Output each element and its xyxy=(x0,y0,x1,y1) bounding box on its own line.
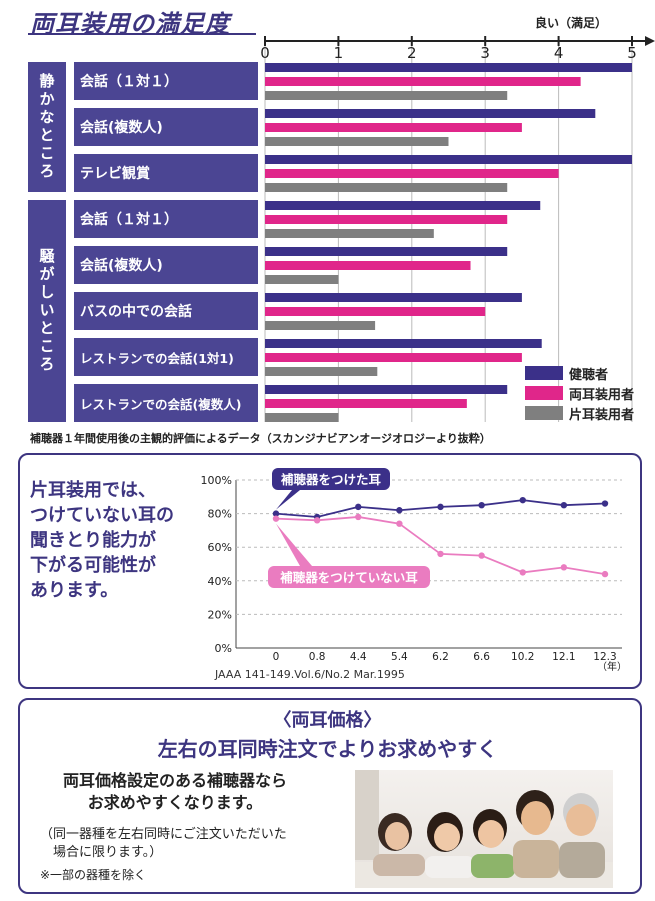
bar-monaural xyxy=(265,137,449,146)
message-line: あります。 xyxy=(30,580,119,601)
family-photo xyxy=(355,770,613,888)
category-label: 会話（１対１） xyxy=(74,200,258,238)
monaural-panel xyxy=(18,453,642,689)
bar-normal xyxy=(265,247,508,256)
line-chart-citation: JAAA 141-149.Vol.6/No.2 Mar.1995 xyxy=(215,668,405,681)
price-subheading: 左右の耳同時注文でよりお求めやすく xyxy=(157,737,498,761)
monaural-message: 片耳装用では、 つけていない耳の 聞きとり能力が 下がる可能性が あります。 xyxy=(30,478,174,603)
satisfaction-bar-chart: 0 1 2 3 4 5 xyxy=(260,36,655,422)
bar-monaural xyxy=(265,229,434,238)
legend-swatch xyxy=(525,386,563,400)
bar-normal xyxy=(265,63,632,72)
bar-binaural xyxy=(265,261,471,270)
bar-binaural xyxy=(265,77,581,86)
legend-label: 健聴者 xyxy=(569,367,609,383)
category-label: 会話（１対１） xyxy=(74,62,258,100)
bar-monaural xyxy=(265,367,378,376)
price-exception-note: ※一部の器種を除く xyxy=(40,868,147,882)
message-line: 下がる可能性が xyxy=(30,555,156,576)
x-tick-label: 3 xyxy=(480,44,490,62)
bar-monaural xyxy=(265,275,339,284)
legend-label: 両耳装用者 xyxy=(569,387,635,403)
bar-binaural xyxy=(265,169,559,178)
legend-item-normal: 健聴者 xyxy=(525,363,634,383)
person-grandfather xyxy=(559,793,605,878)
bar-monaural xyxy=(265,413,339,422)
bar-chart-source: 補聴器１年間使用後の主観的評価によるデータ（スカンジナビアンオージオロジーより抜… xyxy=(30,432,491,445)
bar-binaural xyxy=(265,353,522,362)
legend-label: 片耳装用者 xyxy=(569,407,635,423)
x-tick-label: 2 xyxy=(407,44,417,62)
message-line: 聞きとり能力が xyxy=(30,530,156,551)
bar-monaural xyxy=(265,183,508,192)
bar-normal xyxy=(265,201,541,210)
price-body: 両耳価格設定のある補聴器なら お求めやすくなります。 xyxy=(40,770,310,814)
price-note-line: 場合に限ります。） xyxy=(40,845,163,860)
legend-item-binaural: 両耳装用者 xyxy=(525,383,634,403)
title-underline xyxy=(28,33,256,35)
x-tick-label: 1 xyxy=(334,44,344,62)
legend-swatch xyxy=(525,406,563,420)
bar-normal xyxy=(265,385,508,394)
category-label: レストランでの会話(複数人) xyxy=(74,384,258,422)
bar-binaural xyxy=(265,215,508,224)
legend-swatch xyxy=(525,366,563,380)
person-woman xyxy=(373,813,425,876)
price-panel xyxy=(18,698,642,894)
x-tick-label: 4 xyxy=(554,44,564,62)
price-body-line: お求めやすくなります。 xyxy=(87,793,263,812)
category-label: テレビ観賞 xyxy=(74,154,258,192)
bar-monaural xyxy=(265,321,376,330)
x-tick-label: 5 xyxy=(627,44,637,62)
category-label: 会話(複数人) xyxy=(74,246,258,284)
price-note-line: （同一器種を左右同時にご注文いただいた xyxy=(40,827,287,842)
bar-binaural xyxy=(265,307,486,316)
x-axis-arrow xyxy=(645,36,655,46)
axis-good-label: 良い（満足） xyxy=(535,16,608,30)
bar-normal xyxy=(265,109,596,118)
price-note: （同一器種を左右同時にご注文いただいた 場合に限ります。） xyxy=(40,826,287,862)
person-girl xyxy=(425,812,475,878)
x-tick-label: 0 xyxy=(260,44,270,62)
category-label: レストランでの会話(1対1) xyxy=(74,338,258,376)
bar-binaural xyxy=(265,123,522,132)
bar-normal xyxy=(265,339,542,348)
person-boy xyxy=(471,809,515,878)
bar-normal xyxy=(265,293,522,302)
category-label: 会話(複数人) xyxy=(74,108,258,146)
bar-monaural xyxy=(265,91,508,100)
price-heading: 〈両耳価格〉 xyxy=(273,710,382,731)
bar-normal xyxy=(265,155,632,164)
bar-legend: 健聴者 両耳装用者 片耳装用者 xyxy=(525,363,634,423)
message-line: つけていない耳の xyxy=(30,505,174,526)
person-man xyxy=(513,790,559,878)
legend-item-monaural: 片耳装用者 xyxy=(525,403,634,423)
price-body-line: 両耳価格設定のある補聴器なら xyxy=(62,771,287,790)
category-label: バスの中での会話 xyxy=(74,292,258,330)
bar-binaural xyxy=(265,399,467,408)
message-line: 片耳装用では、 xyxy=(30,480,156,501)
group-label-noisy: 騒がしいところ xyxy=(28,200,66,422)
group-label-quiet: 静かなところ xyxy=(28,62,66,192)
